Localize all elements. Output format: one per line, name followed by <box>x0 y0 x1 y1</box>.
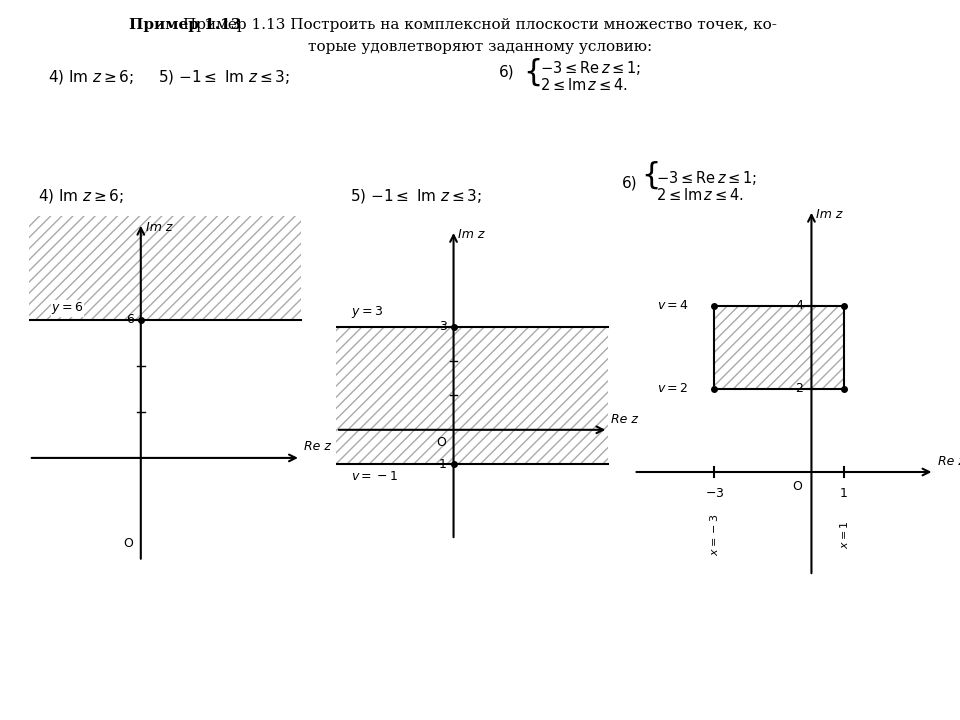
Text: O: O <box>123 537 132 550</box>
Bar <box>714 305 844 389</box>
Text: $-3$: $-3$ <box>705 487 724 500</box>
Text: $x = -3$: $x = -3$ <box>708 513 720 556</box>
Text: Re z: Re z <box>304 441 331 454</box>
Text: $2 \leq \mathrm{Im}\,z \leq 4.$: $2 \leq \mathrm{Im}\,z \leq 4.$ <box>540 77 627 93</box>
Text: Re z: Re z <box>938 455 960 468</box>
Text: 2: 2 <box>796 382 804 395</box>
Bar <box>29 216 300 320</box>
Text: $v = 4$: $v = 4$ <box>657 299 688 312</box>
Text: $y = 6$: $y = 6$ <box>51 300 84 316</box>
Text: Im z: Im z <box>816 208 843 221</box>
Text: 6): 6) <box>499 65 515 80</box>
Text: {: { <box>641 161 660 190</box>
Text: $-3 \leq \mathrm{Re}\,z \leq 1;$: $-3 \leq \mathrm{Re}\,z \leq 1;$ <box>540 59 640 77</box>
Text: 6): 6) <box>622 176 637 191</box>
Text: Im z: Im z <box>458 228 485 241</box>
Text: $-1$: $-1$ <box>428 458 447 471</box>
Text: 6: 6 <box>127 313 134 326</box>
Text: Пример 1.13: Пример 1.13 <box>129 18 242 32</box>
Text: $y = 3$: $y = 3$ <box>351 305 383 320</box>
Text: {: { <box>523 58 542 86</box>
Text: 4) Im $z \geq 6$;     5) $-1 \leq$ Im $z \leq 3$;: 4) Im $z \geq 6$; 5) $-1 \leq$ Im $z \le… <box>48 68 290 86</box>
Text: Re z: Re z <box>612 413 638 426</box>
Text: 4) Im $z \geq 6$;: 4) Im $z \geq 6$; <box>38 187 125 205</box>
Text: $2 \leq \mathrm{Im}\,z \leq 4.$: $2 \leq \mathrm{Im}\,z \leq 4.$ <box>656 187 743 203</box>
Text: $-3 \leq \mathrm{Re}\,z \leq 1;$: $-3 \leq \mathrm{Re}\,z \leq 1;$ <box>656 169 756 187</box>
Text: 3: 3 <box>440 320 447 333</box>
Text: 5) $-1 \leq$ Im $z \leq 3$;: 5) $-1 \leq$ Im $z \leq 3$; <box>350 187 483 205</box>
Text: торые удовлетворяют заданному условию:: торые удовлетворяют заданному условию: <box>308 40 652 53</box>
Text: Im z: Im z <box>146 220 172 233</box>
Text: $v = 2$: $v = 2$ <box>658 382 688 395</box>
Text: 4: 4 <box>796 299 804 312</box>
Text: $x = 1$: $x = 1$ <box>838 520 850 549</box>
Text: $v = -1$: $v = -1$ <box>351 470 398 483</box>
Bar <box>336 326 609 464</box>
Text: 1: 1 <box>840 487 848 500</box>
Text: Пример 1.13 Построить на комплексной плоскости множество точек, ко-: Пример 1.13 Построить на комплексной пло… <box>183 18 777 32</box>
Text: O: O <box>436 436 445 449</box>
Text: O: O <box>792 480 802 493</box>
